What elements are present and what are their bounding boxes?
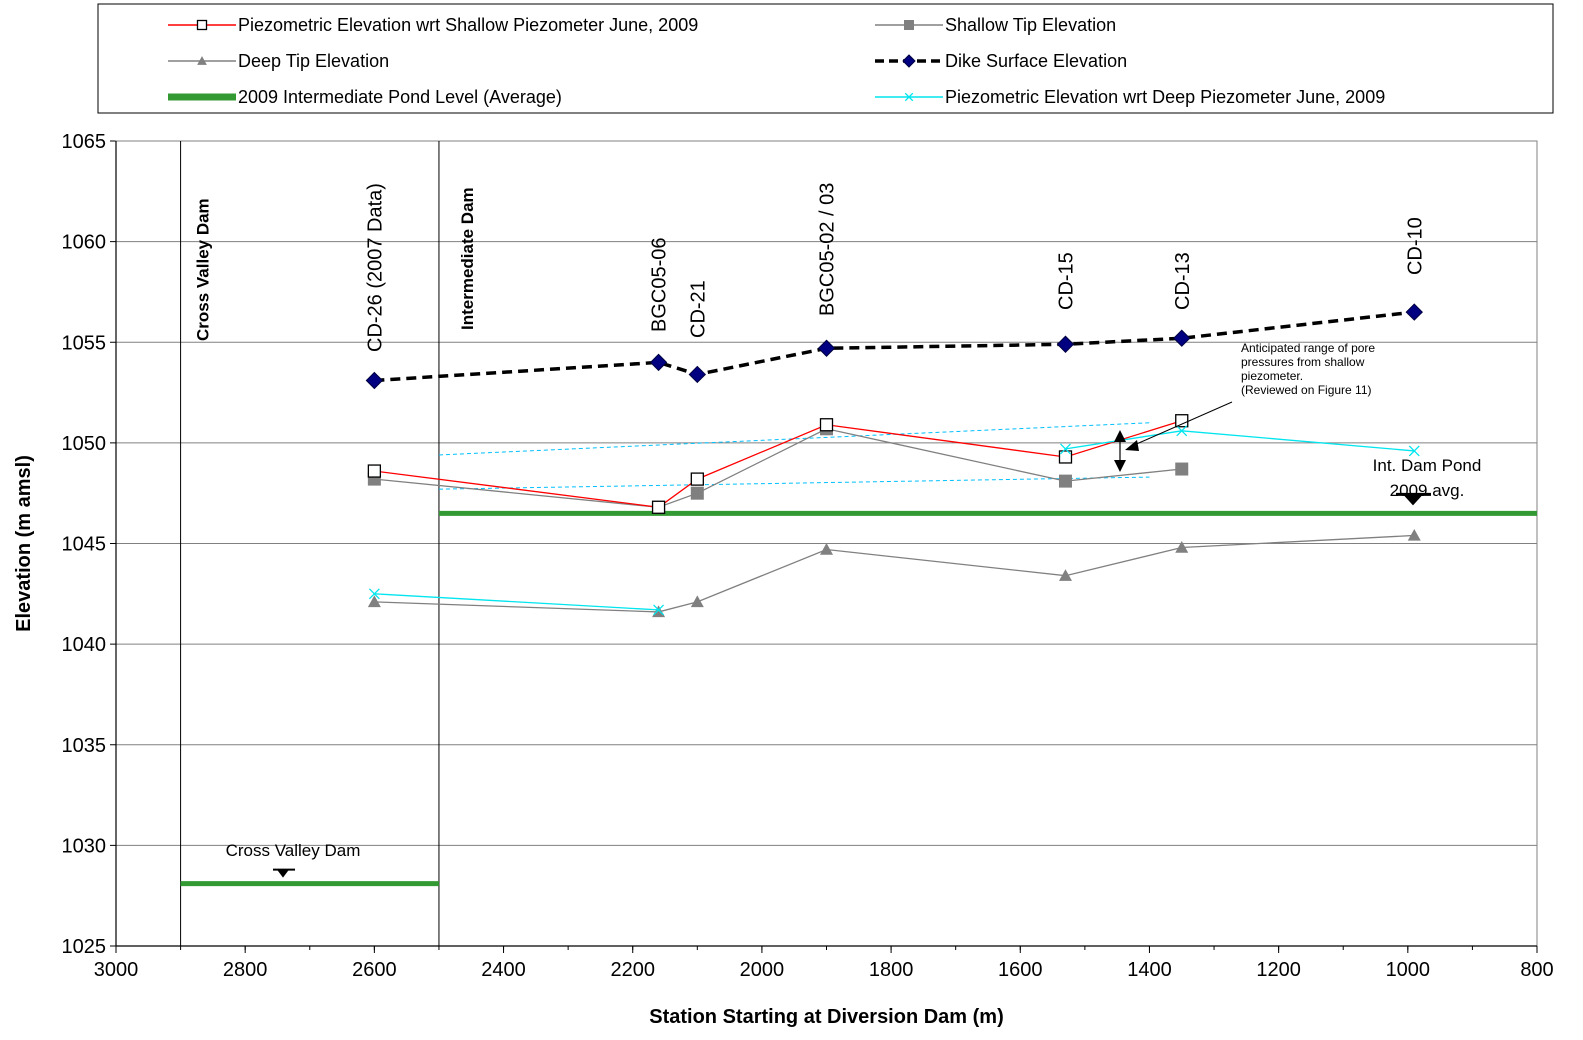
range-note-line: (Reviewed on Figure 11) [1241,383,1372,397]
instrument-label: CD-26 (2007 Data) [364,183,386,352]
data-point [819,418,834,432]
legend: Piezometric Elevation wrt Shallow Piezom… [97,3,1554,114]
instrument-label: BGC05-06 [649,238,671,333]
x-tick-label: 800 [1520,959,1553,981]
data-point [688,365,707,384]
x-tick-label: 1000 [1386,959,1431,981]
legend-box [97,3,1554,114]
x-tick-label: 2400 [481,959,526,981]
y-tick-label: 1065 [62,131,107,153]
data-point [1176,425,1188,437]
data-point [1058,569,1072,581]
data-point [1058,474,1072,488]
data-point [904,20,914,30]
data-point [1175,541,1189,553]
data-point [651,500,666,514]
x-tick-label: 1800 [869,959,914,981]
data-point [690,486,704,500]
data-point [902,54,916,68]
x-axis-title: Station Starting at Diversion Dam (m) [649,1006,1004,1028]
legend-label: Dike Surface Elevation [945,51,1127,71]
legend-label: Deep Tip Elevation [238,51,389,71]
instrument-label: CD-13 [1172,252,1194,310]
data-point [1173,329,1191,347]
legend-label: 2009 Intermediate Pond Level (Average) [238,87,562,107]
range-arrow-head [1114,430,1126,442]
data-point [1407,528,1421,541]
y-tick-label: 1025 [62,936,107,958]
x-tick-label: 1600 [998,959,1043,981]
deep-piezometric-series-line [374,593,659,611]
water-level-marker [1403,494,1423,506]
int-pond-label-2: 2009 avg. [1390,481,1465,500]
data-point [690,472,704,486]
data-point [817,339,836,357]
data-point [368,588,380,600]
y-tick-label: 1055 [62,332,107,354]
data-point [1405,303,1423,321]
cross-valley-dam-label: Cross Valley Dam [194,198,213,341]
x-tick-label: 2800 [223,959,268,981]
data-point [653,604,665,616]
anticipated-range-line [438,476,1150,490]
instrument-label: CD-10 [1404,217,1426,275]
x-tick-label: 3000 [94,959,139,981]
data-point [1056,335,1075,353]
range-note-line: Anticipated range of pore [1241,341,1375,355]
leader-arrow-head [1125,440,1139,451]
data-point [904,92,914,102]
legend-label: Piezometric Elevation wrt Deep Piezomete… [945,87,1385,107]
y-tick-label: 1050 [62,433,107,455]
data-point [365,371,384,390]
intermediate-dam-label: Intermediate Dam [458,187,477,330]
x-tick-label: 2600 [352,959,397,981]
plot-area: 1025 1030 1035 1040 1045 1050 1055 1060 1065 3000… [13,131,1554,1028]
cross-valley-pond-label: Cross Valley Dam [226,841,361,860]
water-level-marker [277,869,289,878]
instrument-label: CD-21 [687,280,709,338]
y-tick-label: 1030 [62,835,107,857]
data-point [820,543,833,555]
x-tick-label: 1400 [1127,959,1172,981]
x-tick-label: 1200 [1256,959,1301,981]
range-note-line: pressures from shallow [1241,355,1365,369]
x-tick-label: 2000 [740,959,785,981]
y-tick-label: 1045 [62,534,107,556]
deep-tip-series-line [374,534,1415,613]
y-tick-label: 1060 [62,232,107,254]
shallow-tip-series-line [374,428,1182,508]
data-point [1175,414,1189,428]
int-pond-label-1: Int. Dam Pond [1373,456,1482,475]
data-point [1408,445,1420,457]
data-point [196,19,208,31]
data-point [1058,450,1073,464]
data-point [367,595,381,608]
y-tick-label: 1040 [62,634,107,656]
range-note-line: piezometer. [1241,369,1303,383]
data-point [690,595,704,608]
data-point [649,353,668,372]
y-tick-label: 1035 [62,735,107,757]
range-arrow-head [1114,460,1126,472]
leader-line [1131,401,1233,447]
data-point [1060,443,1071,455]
data-point [197,56,207,65]
shallow-piezometric-series-line [374,420,1182,508]
legend-label: Shallow Tip Elevation [945,15,1116,35]
instrument-label: CD-15 [1055,252,1077,310]
data-point [1175,462,1189,476]
y-axis-title: Elevation (m amsl) [13,455,35,632]
x-tick-label: 2200 [610,959,655,981]
legend-label: Piezometric Elevation wrt Shallow Piezom… [238,15,698,35]
data-point [367,464,382,478]
instrument-label: BGC05-02 / 03 [817,183,839,316]
data-point [652,605,666,618]
